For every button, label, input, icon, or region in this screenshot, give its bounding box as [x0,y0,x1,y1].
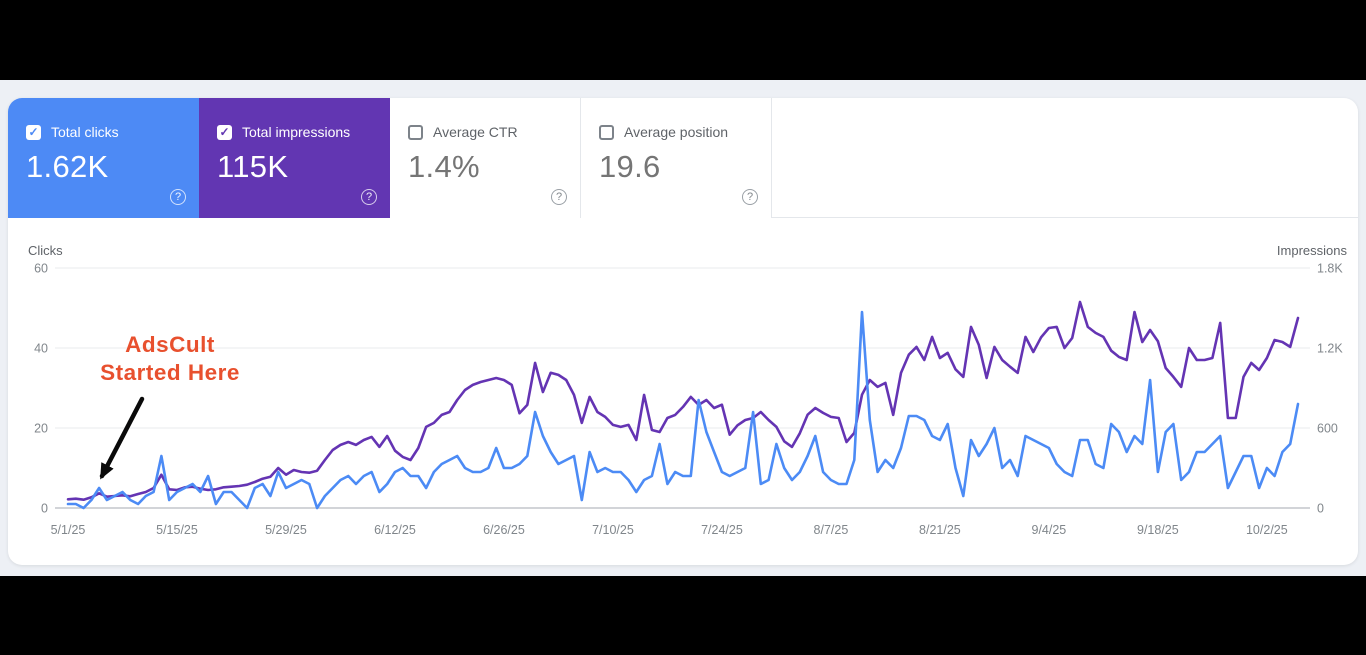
right-axis-tick-label: 600 [1317,422,1338,436]
card-label: Total clicks [51,124,119,140]
right-axis-tick-label: 1.8K [1317,262,1343,276]
annotation-text-line1: AdsCult [125,332,215,357]
card-value: 115K [217,149,289,184]
card-header: ✓ Total impressions [217,124,376,140]
right-axis-tick-label: 0 [1317,502,1324,516]
x-axis-tick-label: 6/26/25 [483,523,525,537]
x-axis-tick-label: 9/18/25 [1137,523,1179,537]
card-value: 19.6 [599,149,661,184]
left-axis-tick-label: 60 [34,262,48,276]
x-axis-tick-label: 10/2/25 [1246,523,1288,537]
left-axis-tick-label: 0 [41,502,48,516]
x-axis-tick-label: 5/29/25 [265,523,307,537]
x-axis-tick-label: 8/7/25 [814,523,849,537]
card-label: Average position [624,124,729,140]
metric-card-total-clicks[interactable]: ✓ Total clicks 1.62K ? [8,98,199,218]
x-axis-tick-label: 6/12/25 [374,523,416,537]
annotation-text-line2: Started Here [100,360,240,385]
impressions-line [66,300,1300,502]
card-header: Average CTR [408,124,566,140]
left-axis-tick-label: 40 [34,342,48,356]
card-header: ✓ Total clicks [26,124,185,140]
left-axis-title: Clicks [28,243,63,258]
right-axis-title: Impressions [1277,243,1348,258]
card-label: Total impressions [242,124,351,140]
help-icon[interactable]: ? [551,189,567,205]
help-icon[interactable]: ? [742,189,758,205]
card-value: 1.4% [408,149,480,184]
card-value: 1.62K [26,149,109,184]
clicks-line [66,310,1300,510]
card-header: Average position [599,124,757,140]
metric-card-total-impressions[interactable]: ✓ Total impressions 115K ? [199,98,390,218]
metric-card-average-ctr[interactable]: Average CTR 1.4% ? [390,98,581,218]
page-background: ✓ Total clicks 1.62K ? ✓ Total impressio… [0,80,1366,576]
x-axis-tick-label: 7/10/25 [592,523,634,537]
metric-cards-row: ✓ Total clicks 1.62K ? ✓ Total impressio… [8,98,1358,218]
x-axis-tick-label: 5/15/25 [156,523,198,537]
performance-panel: ✓ Total clicks 1.62K ? ✓ Total impressio… [8,98,1358,565]
help-icon[interactable]: ? [361,189,377,205]
checkbox-checked-icon[interactable]: ✓ [26,124,41,140]
help-icon[interactable]: ? [170,189,186,205]
x-axis-tick-label: 7/24/25 [701,523,743,537]
right-axis-tick-label: 1.2K [1317,342,1343,356]
metric-card-average-position[interactable]: Average position 19.6 ? [581,98,772,218]
checkbox-unchecked-icon[interactable] [408,124,423,140]
card-label: Average CTR [433,124,518,140]
x-axis-tick-label: 8/21/25 [919,523,961,537]
x-axis-tick-label: 9/4/25 [1032,523,1067,537]
left-axis-tick-label: 20 [34,422,48,436]
checkbox-checked-icon[interactable]: ✓ [217,124,232,140]
performance-chart: Clicks Impressions 0 20 40 60 0 600 1.2K 1.8K 5/1/… [8,218,1358,565]
x-axis-tick-label: 5/1/25 [51,523,86,537]
checkbox-unchecked-icon[interactable] [599,124,614,140]
annotation-arrow-icon [99,396,145,480]
